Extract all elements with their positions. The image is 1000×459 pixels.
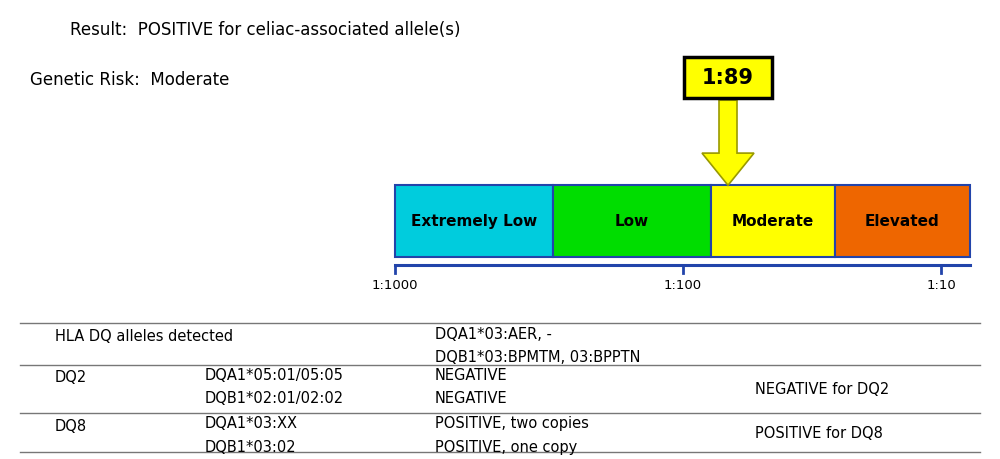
- Text: 1:10: 1:10: [926, 278, 956, 291]
- Text: 1:1000: 1:1000: [372, 278, 418, 291]
- Text: DQ8: DQ8: [55, 418, 87, 433]
- Text: Result:  POSITIVE for celiac-associated allele(s): Result: POSITIVE for celiac-associated a…: [70, 21, 460, 39]
- Text: Extremely Low: Extremely Low: [411, 214, 537, 229]
- Bar: [395, 186, 553, 257]
- Text: 1:100: 1:100: [663, 278, 702, 291]
- Text: Genetic Risk:  Moderate: Genetic Risk: Moderate: [30, 71, 229, 89]
- Bar: [711, 186, 835, 257]
- Text: POSITIVE for DQ8: POSITIVE for DQ8: [755, 425, 883, 440]
- Bar: [835, 186, 970, 257]
- Text: Moderate: Moderate: [732, 214, 814, 229]
- Polygon shape: [702, 101, 754, 186]
- Text: 1:89: 1:89: [702, 68, 754, 88]
- Text: DQA1*03:XX
DQB1*03:02: DQA1*03:XX DQB1*03:02: [205, 415, 298, 453]
- Text: Low: Low: [615, 214, 649, 229]
- Text: NEGATIVE
NEGATIVE: NEGATIVE NEGATIVE: [435, 367, 508, 405]
- Text: DQA1*03:AER, -
DQB1*03:BPMTM, 03:BPPTN: DQA1*03:AER, - DQB1*03:BPMTM, 03:BPPTN: [435, 326, 640, 364]
- Text: POSITIVE, two copies
POSITIVE, one copy: POSITIVE, two copies POSITIVE, one copy: [435, 415, 589, 453]
- FancyBboxPatch shape: [684, 57, 772, 99]
- Text: NEGATIVE for DQ2: NEGATIVE for DQ2: [755, 381, 889, 397]
- Text: DQA1*05:01/05:05
DQB1*02:01/02:02: DQA1*05:01/05:05 DQB1*02:01/02:02: [205, 367, 344, 405]
- Bar: [553, 186, 711, 257]
- Text: Elevated: Elevated: [865, 214, 940, 229]
- Text: DQ2: DQ2: [55, 369, 87, 385]
- Text: HLA DQ alleles detected: HLA DQ alleles detected: [55, 328, 233, 343]
